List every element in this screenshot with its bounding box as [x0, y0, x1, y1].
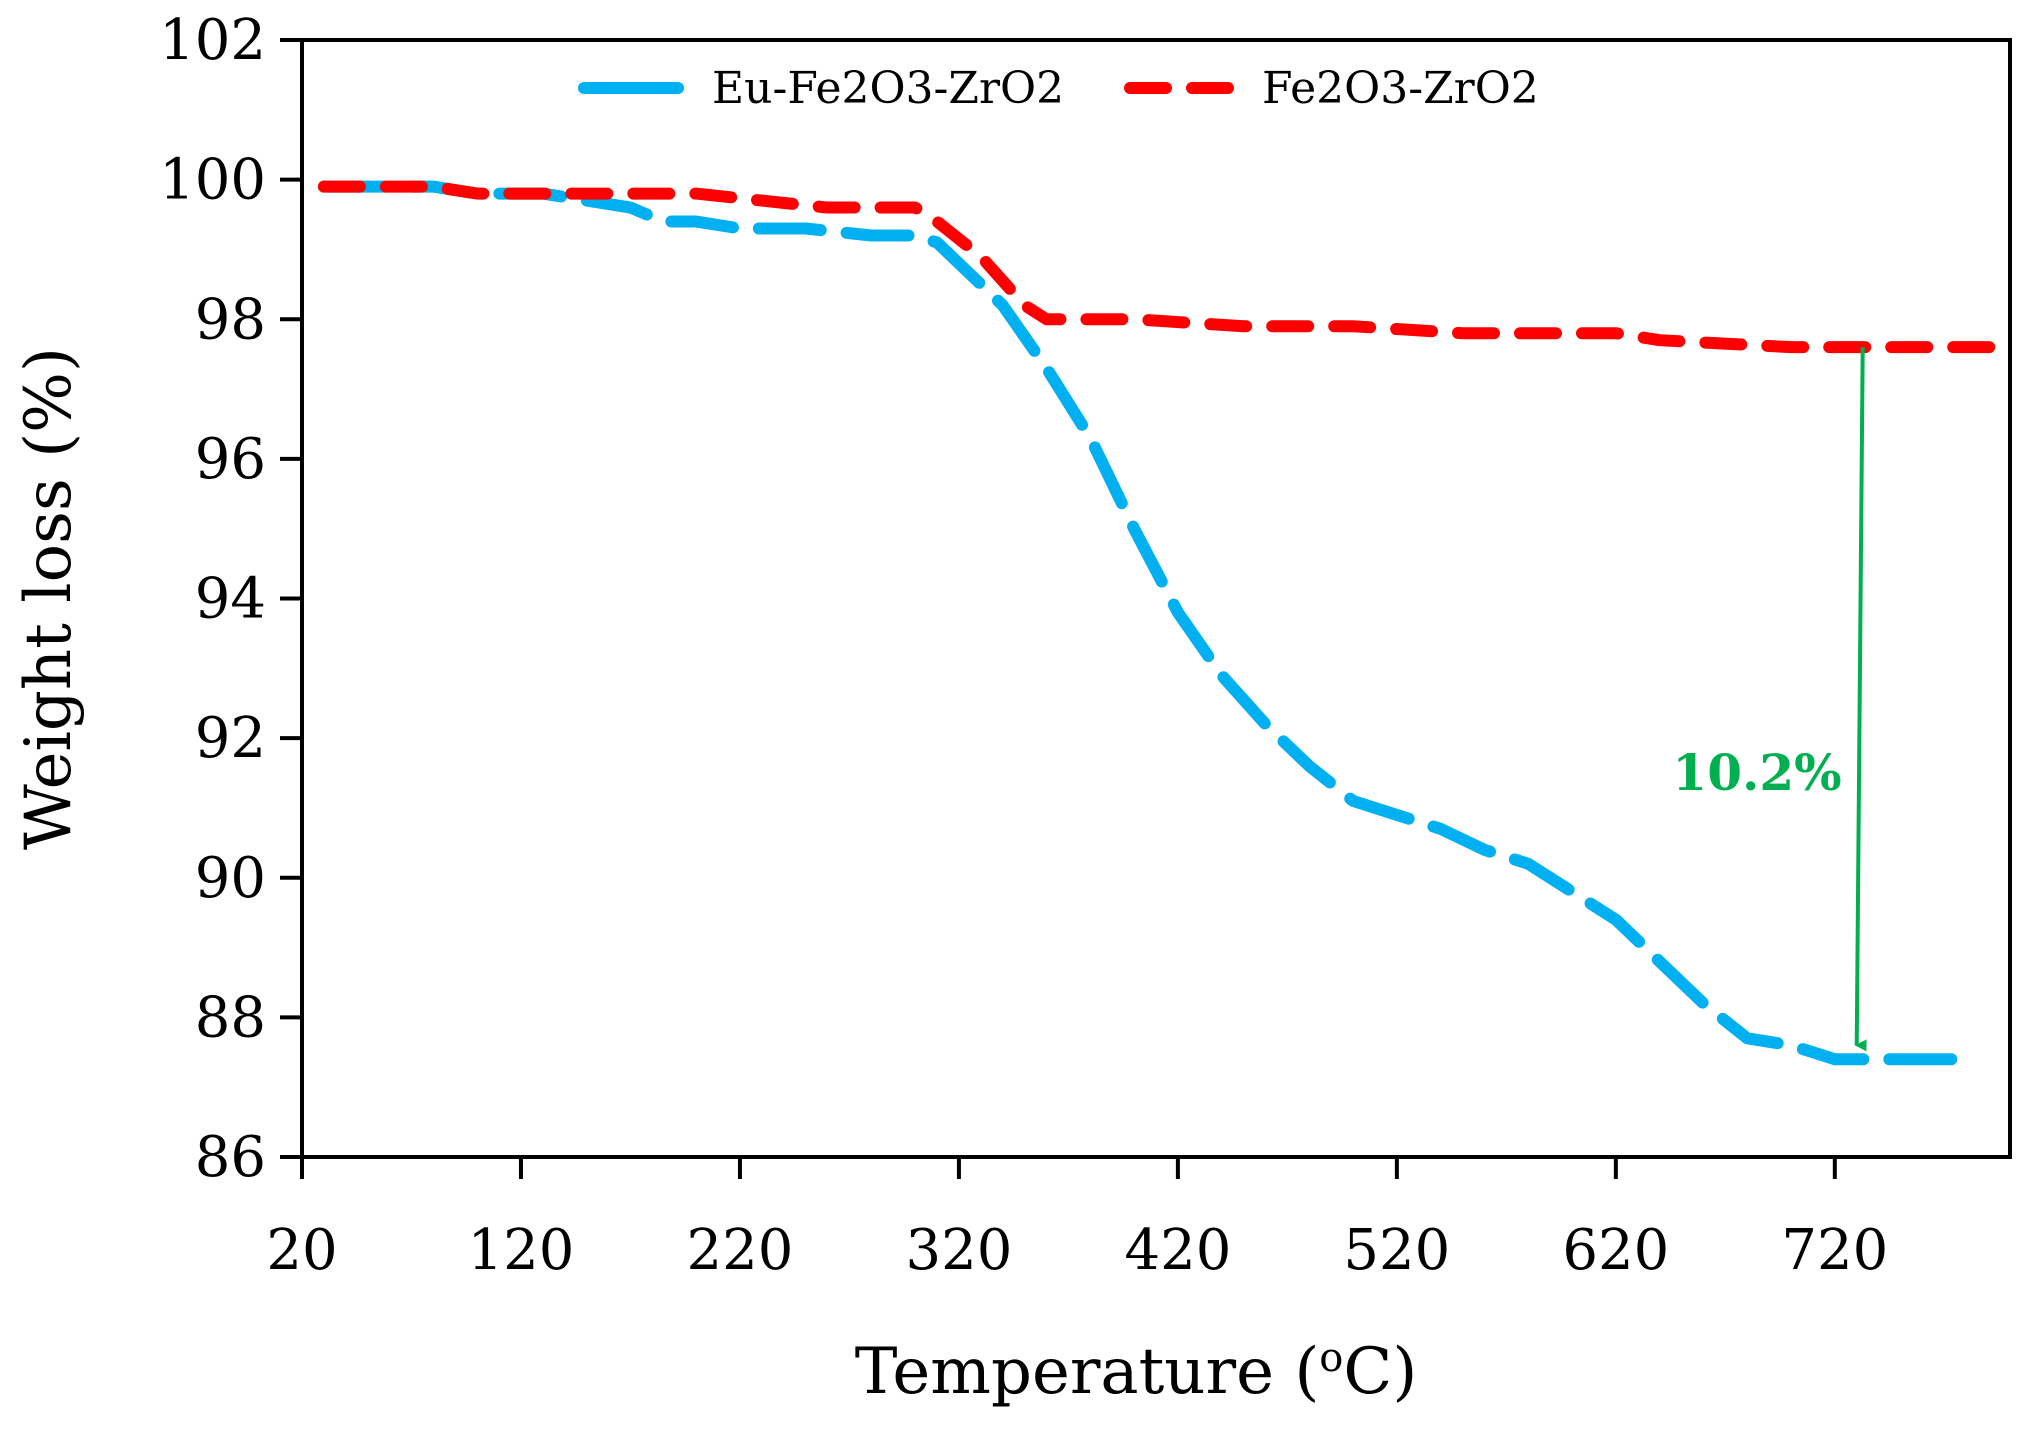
x-tick-label: 720	[1781, 1218, 1888, 1283]
y-tick-label: 98	[195, 287, 266, 352]
y-tick-label: 100	[159, 148, 266, 213]
y-tick-label: 96	[195, 427, 266, 492]
x-tick-label: 220	[687, 1218, 794, 1283]
weight-loss-annotation: 10.2%	[1672, 743, 1841, 802]
y-tick-label: 88	[195, 985, 266, 1050]
series-line-fe2o3-zro2	[317, 180, 2016, 354]
legend-label: Fe2O3-ZrO2	[1262, 63, 1539, 114]
y-tick-label: 102	[159, 8, 266, 73]
y-tick-label: 94	[195, 567, 266, 632]
x-axis-label: Temperature (oC)	[855, 1335, 1418, 1409]
plot-area-frame	[300, 38, 2012, 1159]
drop-arrow	[1854, 347, 1867, 1052]
series-line-eu-fe2o3-zro2	[317, 180, 1973, 1066]
x-tick-label: 520	[1343, 1218, 1450, 1283]
legend-label: Eu-Fe2O3-ZrO2	[712, 63, 1064, 114]
x-tick-label: 320	[905, 1218, 1012, 1283]
x-tick-label: 420	[1124, 1218, 1231, 1283]
y-tick-label: 90	[195, 846, 266, 911]
y-tick-label: 92	[195, 706, 266, 771]
x-tick-label: 20	[266, 1218, 337, 1283]
x-tick-label: 620	[1562, 1218, 1669, 1283]
x-tick-label: 120	[468, 1218, 575, 1283]
y-tick-label: 86	[195, 1125, 266, 1190]
y-axis-label: Weight loss (%)	[12, 347, 86, 850]
